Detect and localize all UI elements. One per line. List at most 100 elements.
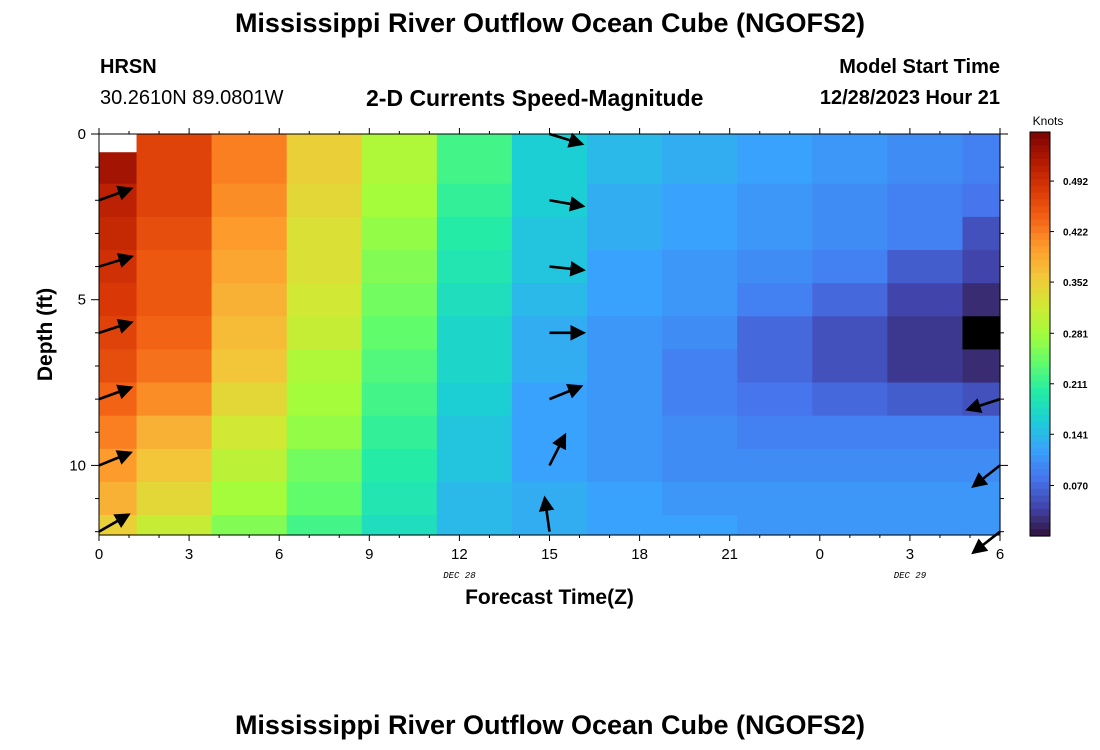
y-tick-label: 10 — [69, 457, 86, 474]
heatmap-cell — [286, 382, 363, 417]
current-vector-arrow — [549, 132, 585, 148]
heatmap-cell — [361, 249, 438, 284]
heatmap-cell — [511, 415, 588, 450]
heatmap-cell — [436, 316, 513, 351]
heatmap-cell — [136, 382, 213, 417]
colorbar-segment — [1030, 172, 1050, 180]
heatmap-cell — [962, 216, 1001, 251]
x-tick-label: 0 — [95, 546, 103, 563]
x-tick-label: 6 — [996, 546, 1004, 563]
heatmap-cell — [737, 249, 813, 284]
heatmap-cell — [436, 448, 513, 483]
heatmap-cell — [962, 515, 1001, 536]
colorbar-segment — [1030, 273, 1050, 281]
colorbar-segment — [1030, 509, 1050, 517]
colorbar-segment — [1030, 360, 1050, 369]
x-date-label: DEC 29 — [894, 571, 927, 581]
colorbar-segment — [1030, 206, 1050, 214]
colorbar-segment — [1030, 367, 1050, 375]
colorbar-segment — [1030, 152, 1050, 160]
colorbar-segment — [1030, 529, 1050, 537]
heatmap-cell — [587, 183, 663, 218]
heatmap-cell — [361, 448, 438, 483]
heatmap-cell — [136, 216, 213, 251]
current-vector-arrow — [549, 260, 586, 277]
heatmap-cell — [737, 183, 813, 218]
heatmap-cell — [436, 152, 513, 185]
heatmap-cell — [511, 216, 588, 251]
current-vector-arrow — [98, 185, 134, 202]
heatmap-cell — [812, 216, 888, 251]
heatmap-cell — [286, 316, 363, 351]
heatmap-cell — [211, 382, 288, 417]
heatmap-cell — [136, 415, 213, 450]
colorbar-segment — [1030, 158, 1050, 167]
colorbar-segment — [1030, 428, 1050, 436]
current-vector-arrow — [98, 252, 135, 268]
heatmap-cell — [286, 283, 363, 317]
heatmap-cell — [436, 415, 513, 450]
heatmap-cell — [136, 249, 213, 284]
heatmap-cell — [136, 349, 213, 384]
heatmap-cell — [662, 283, 738, 317]
colorbar-tick-label: 0.141 — [1063, 430, 1088, 441]
colorbar-segment — [1030, 488, 1050, 497]
heatmap-cell — [511, 152, 588, 185]
heatmap-cell — [737, 415, 813, 450]
heatmap-cell — [99, 415, 138, 450]
heatmap-cell — [887, 382, 964, 417]
heatmap-cell — [136, 134, 213, 153]
plot-axes: 0 3 6 9 12 15 18 21 0 3 6 DEC 28 DEC 29 0 5 10 Forecast … — [34, 126, 1008, 609]
colorbar-segment — [1030, 233, 1050, 241]
colorbar-segment — [1030, 239, 1050, 248]
colorbar-segment — [1030, 515, 1050, 524]
colorbar-segment — [1030, 482, 1050, 490]
colorbar-tick-label: 0.422 — [1063, 228, 1088, 239]
heatmap-cell — [737, 283, 813, 317]
heatmap-cell — [812, 382, 888, 417]
model-start-value: 12/28/2023 Hour 21 — [819, 87, 1000, 109]
x-tick-label: 15 — [541, 546, 558, 563]
colorbar-segment — [1030, 381, 1050, 389]
heatmap-cell — [436, 349, 513, 384]
heatmap-cell — [361, 183, 438, 218]
x-tick-label: 21 — [721, 546, 738, 563]
heatmap-cell — [962, 448, 1001, 483]
colorbar-segment — [1030, 334, 1050, 342]
heatmap-cell — [99, 448, 138, 483]
x-tick-label: 3 — [185, 546, 193, 563]
heatmap-cell — [136, 481, 213, 516]
colorbar-segment — [1030, 313, 1050, 322]
heatmap-cell — [662, 349, 738, 384]
heatmap-cell — [361, 134, 438, 153]
heatmap-cell — [99, 283, 138, 317]
heatmap-cell — [587, 134, 663, 153]
heatmap-cell — [99, 349, 138, 384]
heatmap-cell — [812, 415, 888, 450]
colorbar-segment — [1030, 165, 1050, 173]
heatmap-cell — [361, 481, 438, 516]
heatmap-cell — [99, 481, 138, 516]
heatmap-cell — [587, 152, 663, 185]
heatmap-cell — [887, 152, 964, 185]
heatmap-cell — [587, 382, 663, 417]
current-vector-arrow — [98, 513, 131, 533]
colorbar-segment — [1030, 401, 1050, 409]
speed-heatmap-chart: 0 3 6 9 12 15 18 21 0 3 6 DEC 28 DEC 29 0 5 10 Forecast … — [34, 114, 1088, 609]
colorbar-segment — [1030, 495, 1050, 503]
heatmap-cell — [662, 249, 738, 284]
current-vector-arrow — [538, 495, 555, 532]
x-tick-label: 18 — [631, 546, 648, 563]
colorbar-segment — [1030, 286, 1050, 295]
heatmap-cell — [436, 283, 513, 317]
chart-subtitle: 2-D Currents Speed-Magnitude — [366, 85, 704, 111]
heatmap-cell — [436, 481, 513, 516]
colorbar-segment — [1030, 145, 1050, 153]
heatmap-cell — [587, 249, 663, 284]
heatmap-cell — [211, 283, 288, 317]
heatmap-cell — [662, 152, 738, 185]
colorbar-segment — [1030, 340, 1050, 349]
heatmap-cell — [361, 382, 438, 417]
heatmap-cell — [136, 152, 213, 185]
current-vector-arrow — [965, 397, 1001, 414]
